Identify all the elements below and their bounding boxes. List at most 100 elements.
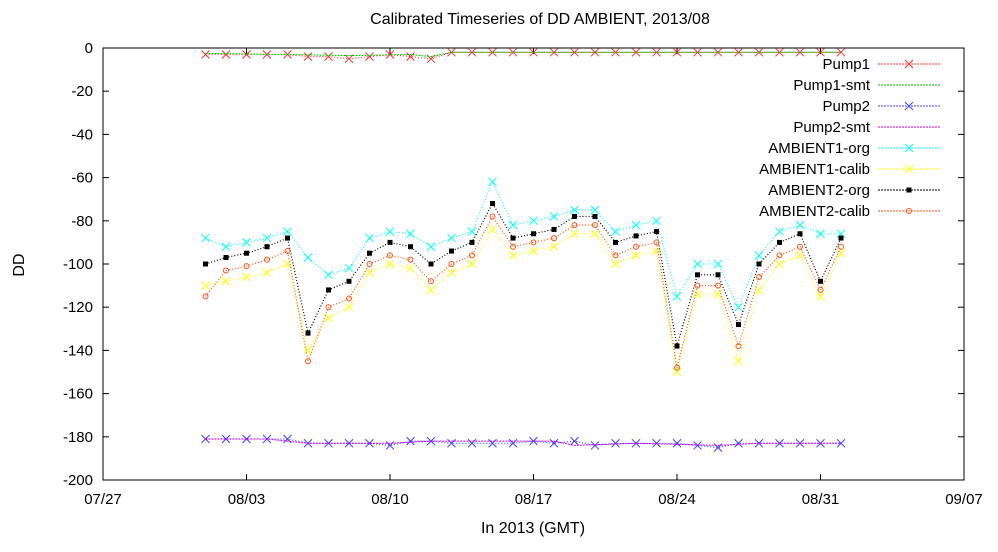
y-tick-label: -20 [71,83,93,100]
data-point [221,242,231,252]
data-point [775,227,784,236]
data-point [447,233,456,243]
data-point [590,441,600,450]
series-ambient2-calib [202,213,844,371]
series-pump2 [201,434,846,452]
data-point [469,239,475,245]
data-point [713,259,723,269]
data-point [508,438,518,448]
data-point [221,276,231,286]
data-point [734,302,743,312]
data-point [529,246,538,256]
data-point [674,343,680,349]
series-line [205,51,841,58]
data-point [551,235,557,242]
x-tick-label: 08/03 [228,491,266,508]
data-point [508,47,518,57]
data-point [264,244,270,250]
legend-label: AMBIENT2-calib [759,203,870,220]
data-point [448,261,455,267]
data-point [201,50,210,59]
data-point [736,321,741,327]
data-point [838,243,844,250]
legend-marker [904,101,914,111]
data-point [325,304,332,311]
data-point [467,227,477,236]
data-point [734,47,743,57]
data-point [264,256,270,263]
data-point [756,273,762,280]
data-point [631,220,641,230]
data-point [305,330,311,336]
data-point [283,259,292,269]
series-line [205,215,842,368]
data-point [344,438,354,448]
data-point [406,229,415,239]
data-point [652,216,661,226]
data-point [344,54,354,64]
series-line [205,202,842,347]
y-tick-label: -120 [63,299,93,316]
data-point [570,205,579,215]
series-line [205,438,841,446]
data-point [223,267,229,274]
data-point [816,292,825,301]
data-point [549,242,559,252]
data-point [818,278,823,284]
series-line [205,228,842,373]
legend: Pump1 Pump1-smt Pump2 Pump2-smt AMBIENT1-org… [759,56,940,220]
x-tick-label: 07/27 [84,491,122,508]
data-point [530,239,537,246]
data-point [283,227,292,236]
data-point [713,289,723,299]
series-pump1-smt [205,51,841,58]
data-point [817,286,824,293]
data-point [488,47,497,57]
data-point [611,438,620,448]
data-point [592,213,598,219]
data-point [262,268,272,277]
legend-label: Pump1 [822,56,870,73]
data-point [346,295,352,302]
data-point [510,243,516,250]
data-point [570,229,579,239]
data-point [243,263,250,270]
y-tick-label: 0 [85,40,93,57]
data-point [611,47,620,57]
data-point [428,278,434,285]
data-point [633,233,639,239]
data-point [631,47,641,57]
data-point [365,268,374,277]
y-tick-label: -60 [71,170,93,187]
data-point [366,261,373,267]
data-point [654,229,659,235]
data-point [611,259,620,269]
data-point [693,259,702,269]
data-point [488,225,497,234]
x-tick-label: 08/31 [802,491,840,508]
data-point [303,52,313,61]
data-point [592,222,598,229]
data-point [346,278,352,284]
data-point [695,272,700,278]
y-tick-label: -100 [63,256,93,273]
data-point [242,238,251,247]
axis-ticks: 0 -20 -40 -60 -80 -100 -120 -140 -160 -180 -200 07/… [63,40,983,508]
data-point [426,242,436,252]
data-point [529,216,538,226]
series-line [205,438,841,449]
legend-label: Pump2-smt [793,119,871,136]
data-point [551,226,557,232]
data-point [754,251,764,260]
data-point [467,259,477,269]
legend-marker [904,143,914,153]
data-point [285,235,290,241]
data-point [242,272,251,282]
data-point [672,292,682,301]
data-point [305,358,311,365]
data-point [406,436,415,446]
data-point [365,438,374,448]
data-point [244,250,249,256]
data-point [223,255,229,261]
series-line [205,51,841,60]
